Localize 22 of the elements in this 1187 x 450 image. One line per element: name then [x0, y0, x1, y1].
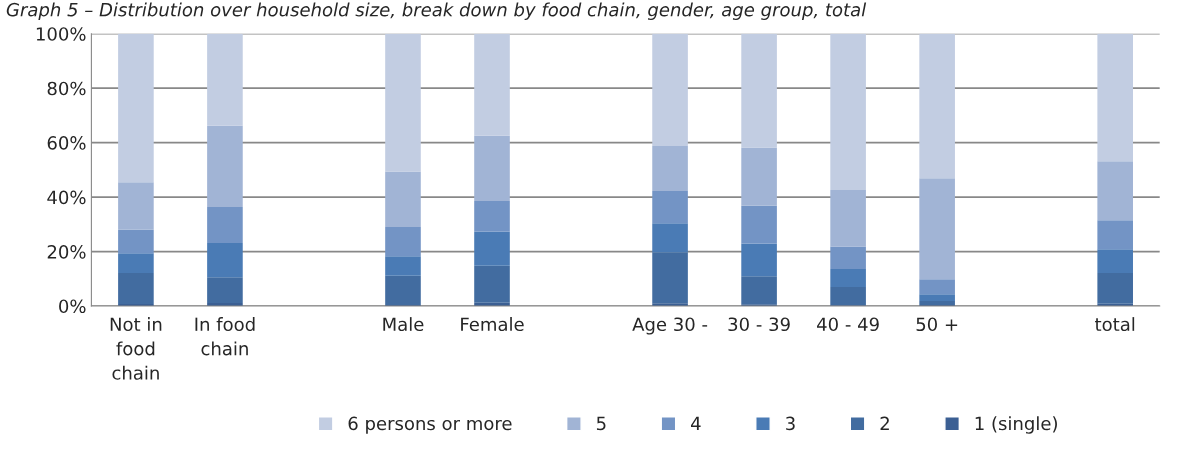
- legend-label: 3: [786, 416, 795, 431]
- x-tick-label: In food chain: [195, 317, 255, 356]
- chart-title: Graph 5 – Distribution over household size, break down by food chain, gender, age group, total: [6, 2, 867, 20]
- legend-label: 4: [691, 416, 701, 430]
- legend-label: 5: [596, 416, 606, 431]
- x-tick-label: 30 - 39: [728, 317, 790, 332]
- x-tick-label: 50 +: [916, 317, 958, 332]
- legend-label: 2: [880, 416, 889, 430]
- legend-label: 1 (single): [975, 416, 1057, 434]
- x-tick-label: Female: [461, 317, 524, 332]
- y-tick-label: 40%: [47, 190, 86, 205]
- legend-label: 6 persons or more: [348, 416, 512, 434]
- x-tick-label: 40 - 49: [817, 317, 879, 332]
- x-tick-label: total: [1095, 317, 1135, 332]
- y-tick-label: 20%: [47, 245, 86, 259]
- x-tick-label: Male: [383, 317, 424, 332]
- y-tick-label: 0%: [59, 299, 86, 314]
- x-tick-label: Age 30 -: [632, 317, 708, 335]
- y-tick-label: 80%: [47, 81, 86, 96]
- x-tick-label: Not in food chain: [110, 317, 162, 380]
- y-tick-label: 60%: [47, 136, 86, 150]
- y-tick-label: 100%: [36, 27, 86, 41]
